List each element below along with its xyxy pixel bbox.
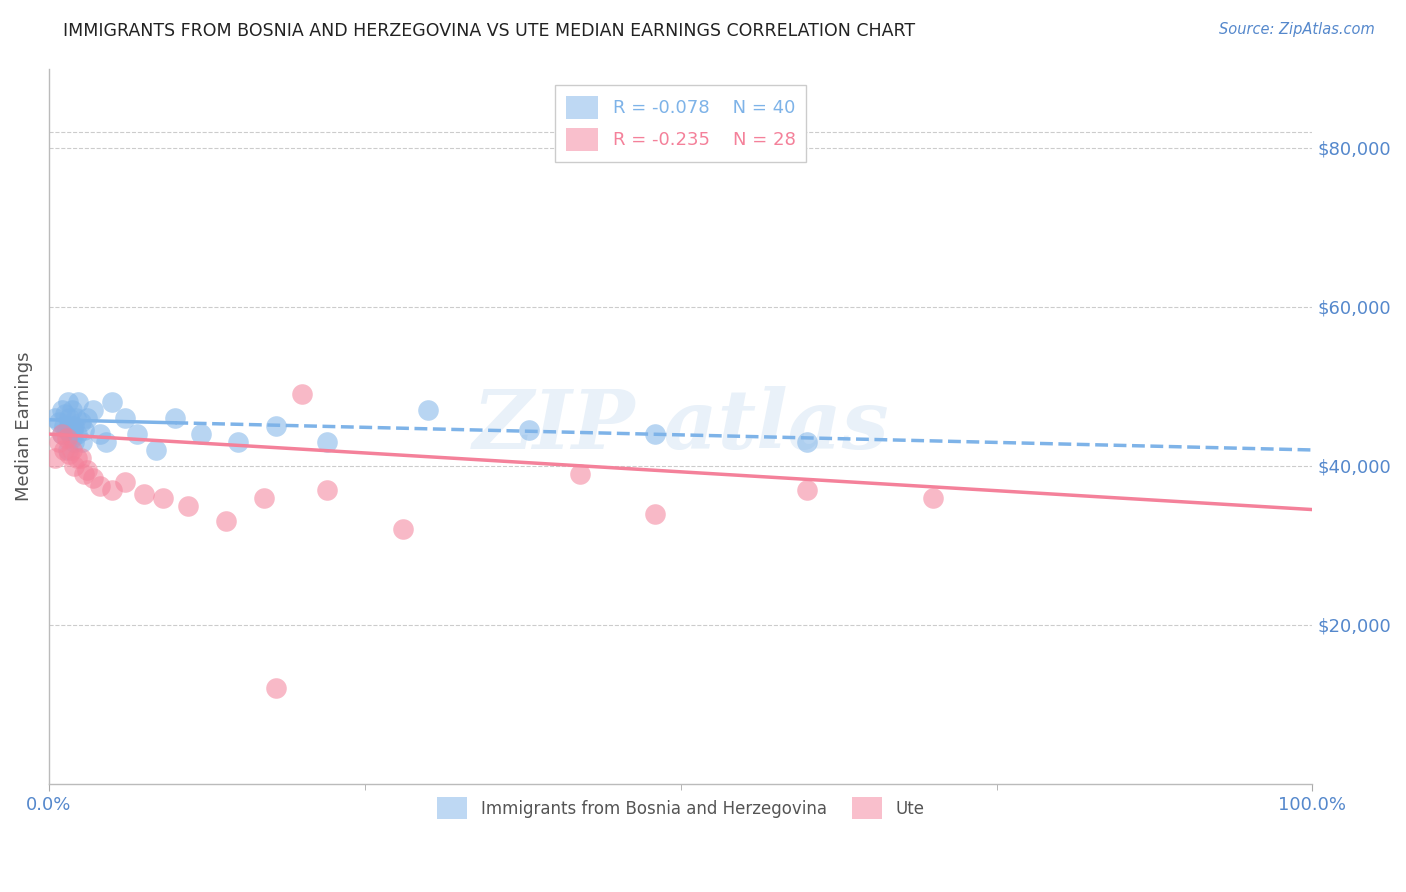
Text: Source: ZipAtlas.com: Source: ZipAtlas.com: [1219, 22, 1375, 37]
Point: [114, 411, 136, 425]
Point: [152, 491, 174, 505]
Point: [63, 458, 86, 473]
Point: [60, 431, 83, 445]
Point: [114, 475, 136, 489]
Point: [796, 483, 818, 497]
Point: [416, 403, 439, 417]
Point: [51, 403, 73, 417]
Point: [66, 427, 89, 442]
Point: [228, 435, 250, 450]
Point: [60, 442, 83, 457]
Point: [66, 395, 89, 409]
Point: [316, 435, 339, 450]
Point: [644, 507, 666, 521]
Text: ZIP atlas: ZIP atlas: [472, 386, 889, 467]
Point: [568, 467, 591, 481]
Point: [89, 427, 111, 442]
Point: [266, 681, 288, 696]
Point: [517, 423, 540, 437]
Point: [53, 442, 76, 457]
Point: [73, 423, 96, 437]
Point: [63, 435, 86, 450]
Point: [76, 463, 98, 477]
Point: [69, 450, 91, 465]
Point: [253, 491, 276, 505]
Point: [291, 387, 314, 401]
Point: [44, 411, 66, 425]
Point: [922, 491, 945, 505]
Point: [266, 419, 288, 434]
Point: [89, 479, 111, 493]
Point: [48, 415, 70, 429]
Point: [60, 403, 83, 417]
Y-axis label: Median Earnings: Median Earnings: [15, 351, 32, 501]
Point: [132, 486, 155, 500]
Point: [76, 411, 98, 425]
Point: [56, 442, 79, 457]
Point: [101, 395, 124, 409]
Point: [165, 411, 187, 425]
Point: [66, 450, 89, 465]
Point: [177, 499, 200, 513]
Point: [62, 423, 84, 437]
Point: [644, 427, 666, 442]
Point: [58, 411, 80, 425]
Point: [82, 471, 104, 485]
Point: [59, 427, 82, 442]
Point: [82, 403, 104, 417]
Point: [391, 523, 413, 537]
Point: [55, 407, 77, 421]
Point: [48, 435, 70, 450]
Point: [58, 419, 80, 434]
Point: [94, 435, 117, 450]
Text: IMMIGRANTS FROM BOSNIA AND HERZEGOVINA VS UTE MEDIAN EARNINGS CORRELATION CHART: IMMIGRANTS FROM BOSNIA AND HERZEGOVINA V…: [63, 22, 915, 40]
Legend: Immigrants from Bosnia and Herzegovina, Ute: Immigrants from Bosnia and Herzegovina, …: [430, 790, 931, 825]
Point: [215, 515, 238, 529]
Point: [51, 427, 73, 442]
Point: [145, 442, 167, 457]
Point: [70, 435, 93, 450]
Point: [55, 431, 77, 445]
Point: [63, 419, 86, 434]
Point: [55, 423, 77, 437]
Point: [316, 483, 339, 497]
Point: [127, 427, 149, 442]
Point: [69, 415, 91, 429]
Point: [101, 483, 124, 497]
Point: [53, 419, 76, 434]
Point: [51, 427, 73, 442]
Point: [65, 411, 87, 425]
Point: [190, 427, 212, 442]
Point: [44, 450, 66, 465]
Point: [796, 435, 818, 450]
Point: [73, 467, 96, 481]
Point: [56, 395, 79, 409]
Point: [58, 447, 80, 461]
